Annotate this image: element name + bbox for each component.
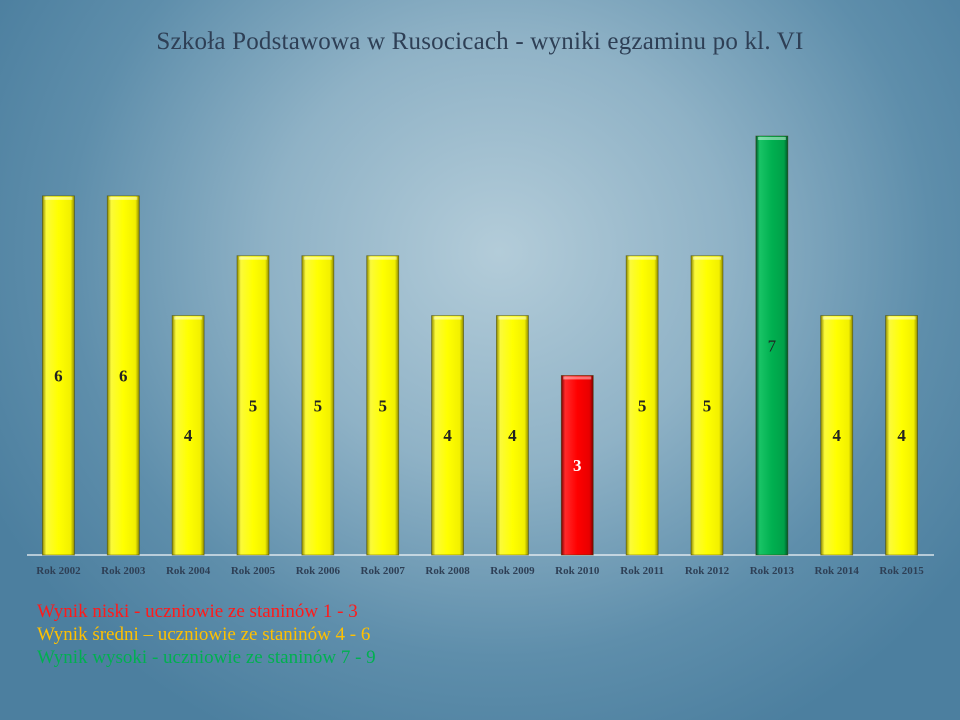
bar-top-highlight — [498, 316, 527, 320]
bar-rok-2004 — [171, 315, 205, 556]
x-tick-label: Rok 2008 — [425, 565, 470, 577]
data-label: 5 — [378, 396, 387, 415]
data-label: 4 — [443, 426, 452, 445]
x-tick-label: Rok 2015 — [879, 565, 924, 577]
x-tick-label: Rok 2010 — [555, 565, 600, 577]
x-tick-label: Rok 2012 — [685, 565, 730, 577]
data-label: 4 — [897, 426, 906, 445]
bar-rok-2010 — [560, 375, 594, 556]
bar-top-highlight — [628, 256, 657, 260]
bar-top-highlight — [109, 196, 138, 200]
data-label: 6 — [54, 366, 63, 385]
data-label: 5 — [703, 396, 712, 415]
legend-item-low: Wynik niski - uczniowie ze staninów 1 - … — [37, 601, 358, 622]
x-tick-label: Rok 2005 — [231, 565, 276, 577]
x-tick-label: Rok 2002 — [36, 565, 81, 577]
bar-top-highlight — [822, 316, 851, 320]
bar-top-highlight — [174, 316, 203, 320]
data-label: 6 — [119, 366, 128, 385]
data-label: 4 — [832, 426, 841, 445]
bar-top-highlight — [303, 256, 332, 260]
legend-item-high: Wynik wysoki - uczniowie ze staninów 7 -… — [37, 647, 376, 668]
bar-top-highlight — [44, 196, 73, 200]
x-tick-label: Rok 2013 — [750, 565, 795, 577]
bar-rok-2006 — [301, 255, 335, 556]
bar-rok-2007 — [366, 255, 400, 556]
bar-rok-2002 — [42, 195, 75, 556]
bar-top-highlight — [887, 316, 916, 320]
x-tick-label: Rok 2006 — [296, 565, 341, 577]
bar-top-highlight — [563, 376, 592, 380]
data-label: 4 — [184, 426, 193, 445]
bar-rok-2013 — [755, 135, 789, 556]
legend-item-medium: Wynik średni – uczniowie ze staninów 4 -… — [37, 624, 371, 645]
data-label: 5 — [314, 396, 323, 415]
x-tick-label: Rok 2007 — [361, 565, 406, 577]
data-label: 7 — [768, 336, 777, 355]
x-tick-label: Rok 2003 — [101, 565, 146, 577]
bar-rok-2009 — [496, 315, 529, 556]
bar-top-highlight — [433, 316, 462, 320]
bar-rok-2014 — [820, 315, 854, 556]
chart-title: Szkoła Podstawowa w Rusocicach - wyniki … — [156, 28, 804, 55]
data-label: 4 — [508, 426, 517, 445]
x-tick-label: Rok 2011 — [620, 565, 664, 577]
bar-rok-2003 — [106, 195, 140, 556]
data-label: 5 — [638, 396, 647, 415]
bar-top-highlight — [239, 256, 267, 260]
bar-rok-2011 — [625, 255, 659, 556]
data-label: 5 — [249, 396, 258, 415]
x-tick-label: Rok 2009 — [490, 565, 535, 577]
legend: Wynik niski - uczniowie ze staninów 1 - … — [37, 600, 376, 669]
bar-rok-2015 — [885, 315, 918, 556]
bar-top-highlight — [693, 256, 721, 260]
bar-rok-2008 — [431, 315, 464, 556]
data-label: 3 — [573, 456, 582, 475]
bar-top-highlight — [368, 256, 397, 260]
bar-top-highlight — [757, 137, 786, 140]
bar-rok-2012 — [690, 255, 724, 556]
bar-rok-2005 — [236, 255, 270, 556]
x-tick-label: Rok 2004 — [166, 565, 211, 577]
x-tick-label: Rok 2014 — [815, 565, 860, 577]
